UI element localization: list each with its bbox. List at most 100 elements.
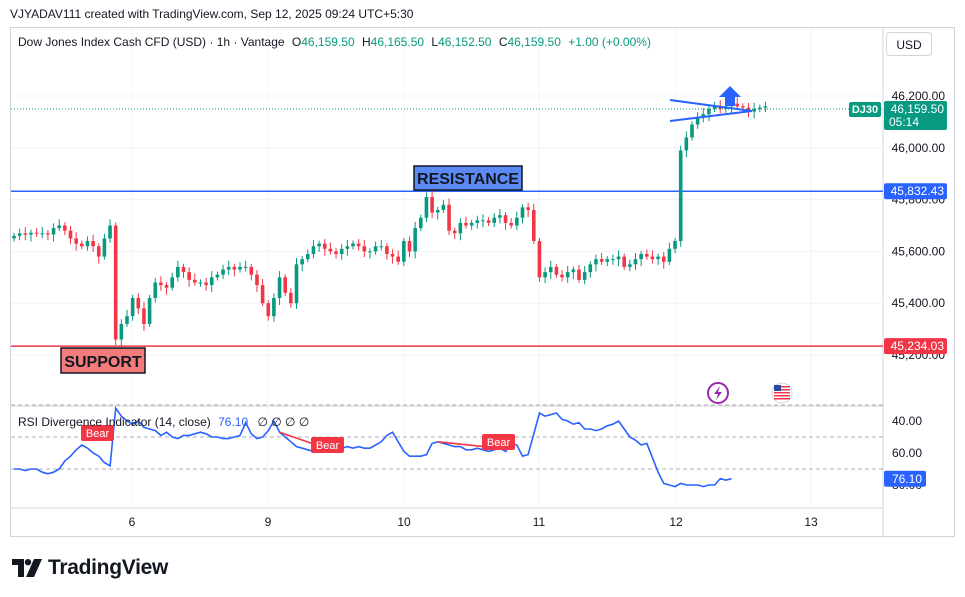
candle-body <box>198 282 203 284</box>
bear-label: Bear <box>316 440 340 452</box>
bear-label-box[interactable] <box>311 437 344 453</box>
candle-body <box>458 222 463 234</box>
triangle-pattern[interactable] <box>669 99 753 122</box>
symbol-name: Dow Jones Index Cash CFD (USD) · 1h · Va… <box>18 35 285 49</box>
candle-body <box>758 107 762 109</box>
candle-body <box>492 217 497 223</box>
candle-body <box>277 277 282 299</box>
candle-body <box>582 272 587 280</box>
lightning-bolt <box>714 386 722 400</box>
bear-label-box[interactable] <box>482 434 515 450</box>
candle-body <box>238 266 242 270</box>
candle-body <box>673 241 677 249</box>
support-label: SUPPORT <box>64 354 142 371</box>
candle-body <box>537 241 542 278</box>
grid <box>11 28 883 508</box>
bear-label-box[interactable] <box>81 425 114 441</box>
currency-button[interactable]: USD <box>886 32 932 56</box>
candle-body <box>548 266 553 273</box>
candles <box>12 97 768 347</box>
tradingview-logo-icon <box>12 559 42 577</box>
candle-body <box>605 259 610 262</box>
rsi-value-tag-text: 76.10 <box>892 472 922 486</box>
candle-body <box>520 207 525 218</box>
candle-body <box>119 323 124 340</box>
rsi-tick-label: 40.00 <box>892 414 922 428</box>
time-axis: 6 9 10 11 12 13 <box>129 515 818 529</box>
candle-body <box>17 233 22 236</box>
candle-body <box>322 243 327 249</box>
creator-line: VJYADAV111 created with TradingView.com,… <box>10 7 414 21</box>
rsi-title: RSI Divergence Indicator (14, close) <box>18 415 211 429</box>
resistance-box[interactable] <box>413 165 523 191</box>
symbol-legend[interactable]: Dow Jones Index Cash CFD (USD) · 1h · Va… <box>18 35 651 49</box>
flag-stripe <box>774 395 790 397</box>
candle-body <box>526 207 530 210</box>
rsi-value: 76.10 <box>218 415 249 429</box>
candle-body <box>402 241 406 262</box>
candle-body <box>317 243 321 247</box>
candle-body <box>543 272 547 278</box>
candle-body <box>577 269 581 280</box>
candle-body <box>108 225 112 239</box>
candle-body <box>226 266 231 270</box>
low-value: 46,152.50 <box>438 35 492 49</box>
price-tick-label: 46,000.00 <box>892 141 946 155</box>
price-tick-label: 46,200.00 <box>892 89 946 103</box>
candle-body <box>464 222 468 226</box>
candle-body <box>435 209 440 213</box>
candle-body <box>413 228 417 252</box>
candle-body <box>424 197 429 218</box>
candle-body <box>40 233 45 235</box>
candle-body <box>113 225 118 340</box>
candle-body <box>650 256 655 260</box>
rsi-tick-label: 60.00 <box>892 446 922 460</box>
candle-body <box>243 266 248 268</box>
candle-body <box>46 233 50 235</box>
candle-body <box>351 243 355 247</box>
candle-body <box>187 272 191 280</box>
candle-body <box>142 308 146 324</box>
price-tick-label: 45,600.00 <box>892 244 946 258</box>
candle-body <box>385 246 389 254</box>
time-tick-label: 13 <box>804 515 818 529</box>
bear-label: Bear <box>487 437 511 449</box>
close-value: 46,159.50 <box>507 35 561 49</box>
time-tick-label: 11 <box>533 515 546 529</box>
candle-body <box>23 233 28 235</box>
candle-body <box>707 108 711 115</box>
candle-body <box>153 282 158 299</box>
candle-body <box>51 228 56 235</box>
candle-body <box>441 204 446 210</box>
support-box[interactable] <box>60 347 146 374</box>
candle-body <box>12 235 16 239</box>
candle-body <box>639 253 643 260</box>
chart-frame <box>10 27 955 537</box>
candle-body <box>565 272 570 278</box>
candle-body <box>475 220 480 223</box>
candle-body <box>193 279 197 283</box>
rsi-line[interactable] <box>14 405 732 488</box>
candle-body <box>447 204 451 231</box>
candle-body <box>63 225 67 231</box>
candle-body <box>741 106 745 108</box>
candle-body <box>221 269 225 275</box>
tradingview-logo[interactable]: TradingView <box>12 556 168 580</box>
candle-body <box>362 246 367 252</box>
time-tick-label: 9 <box>265 515 272 529</box>
up-arrow-icon[interactable] <box>719 86 741 106</box>
flag-stripe <box>774 386 790 388</box>
low-label: L <box>431 35 439 49</box>
rsi-legend[interactable]: RSI Divergence Indicator (14, close) 76.… <box>18 415 309 429</box>
candle-body <box>594 259 598 265</box>
candle-body <box>503 215 508 223</box>
open-value: 46,159.50 <box>301 35 355 49</box>
candle-body <box>328 248 333 252</box>
candle-body <box>678 150 683 242</box>
candle-body <box>181 266 186 273</box>
candle-body <box>147 298 152 324</box>
rsi-band <box>11 404 883 470</box>
candle-body <box>306 253 310 260</box>
candle-body <box>752 108 756 112</box>
